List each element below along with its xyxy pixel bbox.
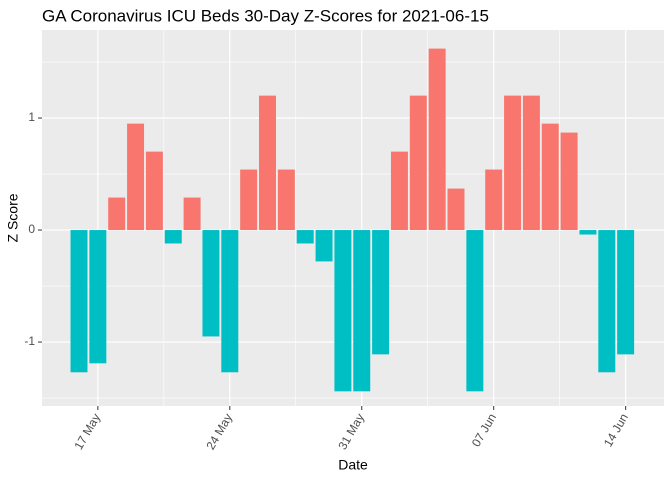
bar [485, 169, 503, 231]
bar [315, 230, 333, 262]
bar [579, 230, 597, 235]
x-tick-label: 07 Jun [469, 411, 499, 449]
bar [221, 230, 239, 373]
x-tick-label: 24 May [203, 411, 235, 452]
bar [240, 169, 258, 231]
x-tick-label: 14 Jun [601, 411, 631, 449]
bar [259, 95, 276, 231]
bar [617, 230, 635, 355]
bar [447, 188, 465, 231]
bar [466, 230, 484, 392]
bar [145, 151, 163, 231]
bar [89, 230, 107, 364]
bar [108, 197, 126, 231]
panel [42, 30, 664, 406]
bar [560, 132, 578, 231]
bar [504, 95, 522, 231]
x-tick-label: 31 May [335, 411, 367, 452]
bar [541, 123, 559, 231]
bar [277, 169, 295, 231]
bar [353, 230, 371, 392]
chart-title: GA Coronavirus ICU Beds 30-Day Z-Scores … [42, 6, 489, 25]
bar [127, 123, 145, 231]
bar [522, 95, 540, 231]
bar [164, 230, 182, 244]
bar [70, 230, 88, 373]
bar [334, 230, 352, 392]
x-axis-title: Date [338, 457, 368, 473]
bar [183, 197, 201, 231]
bar [428, 48, 446, 231]
y-tick-label: 0 [28, 222, 35, 236]
bar [372, 230, 390, 355]
bar [296, 230, 314, 244]
x-tick-label: 17 May [71, 411, 103, 452]
y-tick-label: 1 [28, 110, 35, 124]
y-axis-title: Z Score [5, 193, 21, 242]
y-tick-label: -1 [24, 334, 35, 348]
bar [598, 230, 616, 373]
bar [409, 95, 427, 231]
bar [390, 151, 408, 231]
bar [202, 230, 220, 337]
